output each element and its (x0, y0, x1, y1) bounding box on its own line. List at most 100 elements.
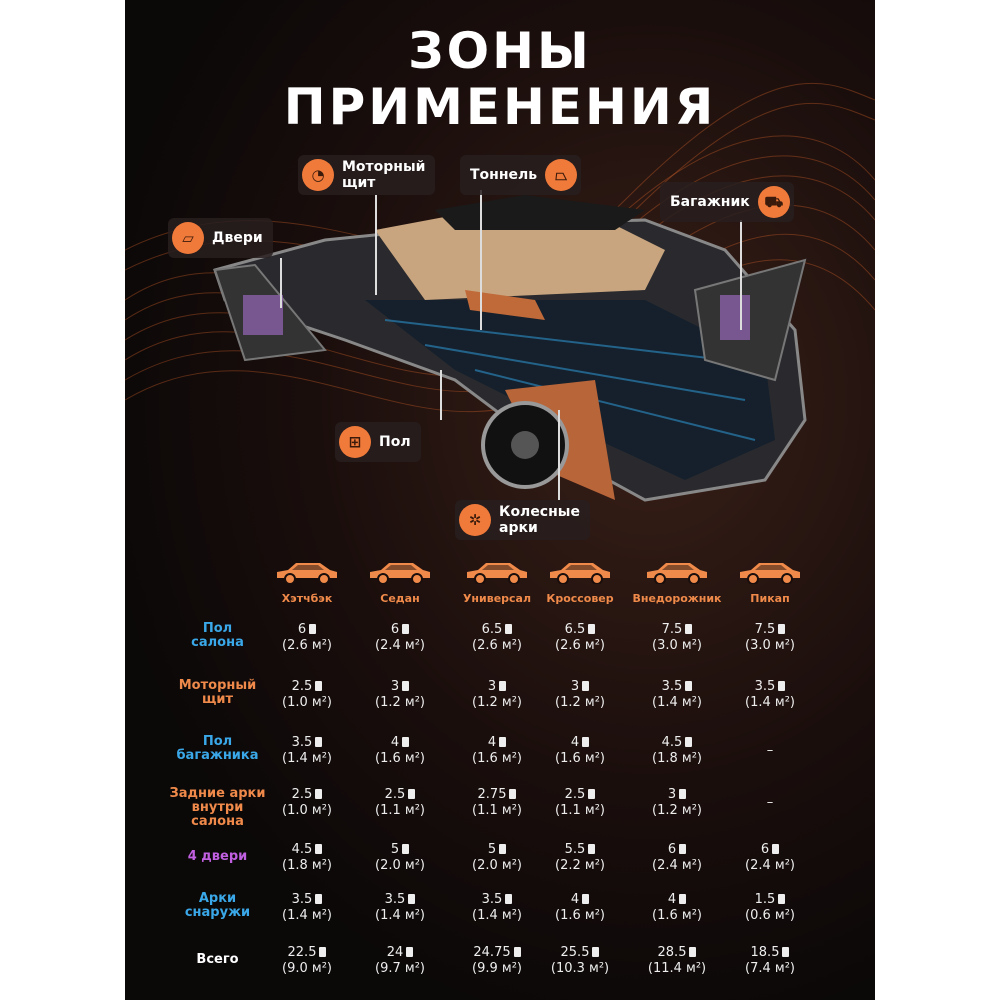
infographic-panel: ЗОНЫ ПРИМЕНЕНИЯ ▱ Двери ◔ Моторный щит Тон… (125, 0, 875, 1000)
orange-wave-background (125, 82, 875, 502)
callout-doors: ▱ Двери (168, 218, 273, 258)
roll-icon (505, 894, 513, 904)
area: (2.0 м²) (375, 858, 425, 873)
column-label: Хэтчбэк (281, 592, 333, 605)
area: (7.4 м²) (745, 961, 795, 976)
tunnel-icon: ⏢ (545, 159, 578, 191)
roll-count: 3.5 (291, 892, 313, 907)
roll-icon (588, 624, 596, 634)
car-body-icon (644, 563, 710, 588)
table-cell: 3 (1.2 м²) (355, 679, 445, 711)
table-cell: 6 (2.4 м²) (632, 842, 722, 874)
roll-count: 6.5 (481, 622, 503, 637)
roll-icon (315, 681, 323, 691)
table-cell: 2.5 (1.1 м²) (535, 787, 625, 819)
callout-tunnel: Тоннель ⏢ (460, 155, 582, 195)
roll-count: 18.5 (750, 945, 780, 960)
car-body-icon (464, 563, 530, 588)
area: (1.2 м²) (375, 695, 425, 710)
car-trunk-icon: ⛟ (757, 186, 790, 218)
roll-icon (679, 894, 687, 904)
roll-count: 5.5 (564, 842, 586, 857)
roll-count: 4 (570, 735, 580, 750)
roll-icon (592, 947, 600, 957)
roll-count: 5 (390, 842, 400, 857)
roll-icon (315, 894, 323, 904)
car-door-icon: ▱ (172, 222, 204, 254)
table-cell: 25.5 (10.3 м²) (535, 945, 625, 977)
callout-wheel-arches: ✲ Колесные арки (455, 500, 590, 540)
area: (1.2 м²) (652, 803, 702, 818)
roll-icon (685, 737, 693, 747)
roll-count: 22.5 (287, 945, 317, 960)
area: (10.3 м²) (550, 961, 610, 976)
column-label: Седан (380, 592, 420, 605)
area: (1.4 м²) (375, 908, 425, 923)
roll-count: 4 (667, 892, 677, 907)
roll-icon (588, 789, 596, 799)
table-cell: 2.5 (1.0 м²) (262, 679, 352, 711)
roll-count: 4 (570, 892, 580, 907)
roll-icon (679, 844, 687, 854)
roll-count: – (766, 795, 774, 810)
roll-count: – (766, 743, 774, 758)
pointer-line (280, 258, 282, 308)
roll-icon (685, 624, 693, 634)
roll-count: 2.75 (477, 787, 507, 802)
roll-count: 6.5 (564, 622, 586, 637)
column-header: Седан (355, 560, 445, 605)
speedometer-icon: ◔ (302, 159, 334, 191)
roll-count: 1.5 (754, 892, 776, 907)
area: (1.1 м²) (555, 803, 605, 818)
roll-count: 7.5 (661, 622, 683, 637)
roll-count: 6 (297, 622, 307, 637)
column-label: Универсал (462, 592, 532, 605)
roll-icon (778, 681, 786, 691)
callout-floor: ⊞ Пол (335, 422, 421, 462)
area: (1.4 м²) (745, 695, 795, 710)
area: (1.8 м²) (282, 858, 332, 873)
roll-count: 3 (570, 679, 580, 694)
roll-count: 2.5 (291, 787, 313, 802)
table-cell: 22.5 (9.0 м²) (262, 945, 352, 977)
area: (1.2 м²) (555, 695, 605, 710)
table-cell: 6 (2.4 м²) (355, 622, 445, 654)
table-cell: 3 (1.2 м²) (632, 787, 722, 819)
roll-icon (772, 844, 780, 854)
area: (0.6 м²) (745, 908, 795, 923)
roll-count: 4.5 (661, 735, 683, 750)
table-cell: 5 (2.0 м²) (452, 842, 542, 874)
table-cell: 3 (1.2 м²) (535, 679, 625, 711)
area: (1.6 м²) (652, 908, 702, 923)
table-cell: 2.5 (1.1 м²) (355, 787, 445, 819)
roll-icon (402, 624, 410, 634)
table-cell: 6.5 (2.6 м²) (535, 622, 625, 654)
table-cell: 28.5 (11.4 м²) (632, 945, 722, 977)
row-label: Пол салона (191, 621, 244, 650)
area: (2.4 м²) (745, 858, 795, 873)
area: (9.0 м²) (282, 961, 332, 976)
column-label: Кроссовер (546, 592, 614, 605)
column-header: Кроссовер (535, 560, 625, 605)
roll-count: 4 (487, 735, 497, 750)
area: (11.4 м²) (647, 961, 707, 976)
row-label: 4 двери (187, 849, 248, 864)
table-cell: 18.5 (7.4 м²) (725, 945, 815, 977)
table-cell: 3.5 (1.4 м²) (725, 679, 815, 711)
title-line-2: ПРИМЕНЕНИЯ (283, 78, 717, 136)
area: (1.8 м²) (652, 751, 702, 766)
roll-icon (778, 894, 786, 904)
area: (1.4 м²) (282, 751, 332, 766)
roll-icon (402, 737, 410, 747)
column-label: Внедорожник (632, 592, 722, 605)
roll-count: 3 (667, 787, 677, 802)
area: (1.4 м²) (472, 908, 522, 923)
column-header: Хэтчбэк (262, 560, 352, 605)
roll-icon (509, 789, 517, 799)
callout-firewall: ◔ Моторный щит (298, 155, 436, 195)
table-cell: 3.5 (1.4 м²) (632, 679, 722, 711)
roll-icon (408, 789, 416, 799)
roll-count: 24 (386, 945, 404, 960)
table-cell: – (725, 743, 815, 759)
area: (1.1 м²) (375, 803, 425, 818)
